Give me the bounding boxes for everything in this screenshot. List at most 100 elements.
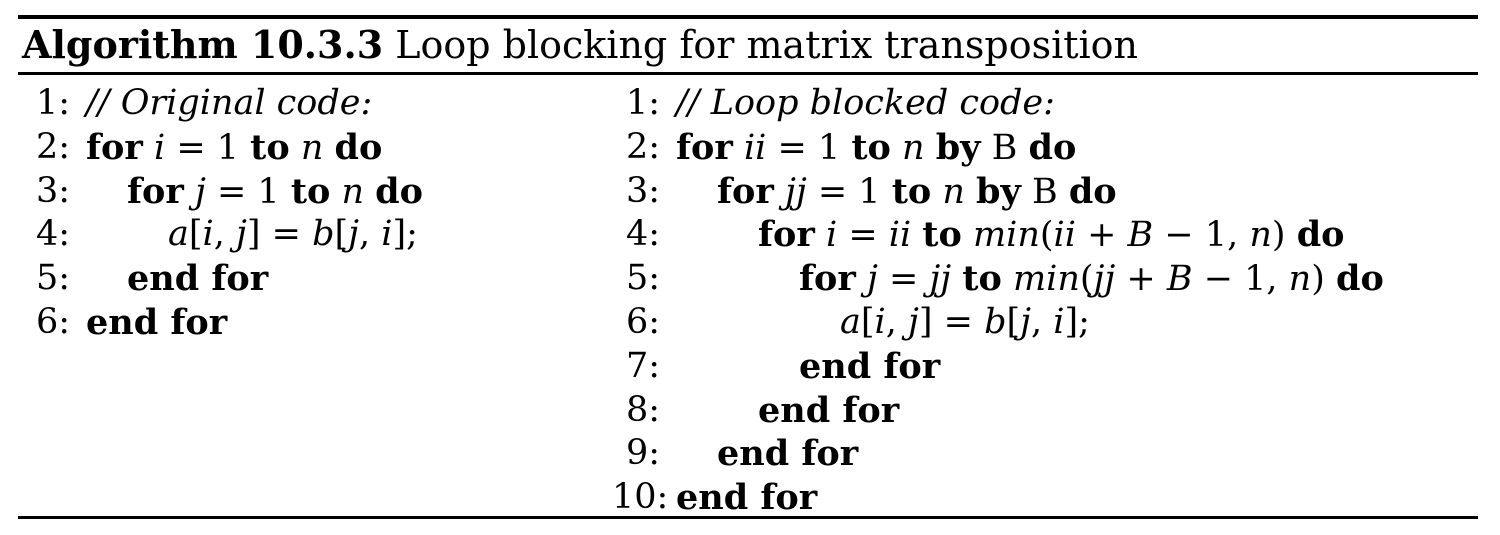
code-text: − 1, bbox=[1153, 215, 1250, 256]
code-text bbox=[143, 128, 154, 168]
math-symbol: j bbox=[194, 171, 206, 212]
line-code: end for bbox=[717, 432, 858, 477]
code-text: [ bbox=[334, 214, 349, 255]
keyword: end for bbox=[758, 389, 900, 431]
math-symbol: ii bbox=[743, 127, 767, 168]
keyword: do bbox=[1296, 214, 1345, 256]
math-symbol: min bbox=[972, 215, 1040, 256]
math-symbol: j bbox=[236, 214, 247, 255]
keyword: to bbox=[922, 214, 962, 256]
keyword: end for bbox=[676, 477, 818, 519]
code-text: , bbox=[359, 214, 382, 255]
code-text: ( bbox=[1079, 259, 1094, 300]
code-text: + bbox=[1075, 215, 1128, 256]
keyword: for bbox=[799, 258, 856, 300]
code-text: [ bbox=[188, 214, 203, 255]
line-number: 5: bbox=[35, 258, 70, 299]
keyword: end for bbox=[127, 258, 269, 300]
line-code: for i = 1 to n do bbox=[86, 126, 382, 171]
math-symbol: min bbox=[1012, 259, 1080, 300]
line-number: 2: bbox=[35, 126, 70, 167]
code-text: = bbox=[837, 215, 889, 256]
math-symbol: i bbox=[874, 301, 886, 342]
math-symbol: j bbox=[348, 214, 360, 255]
math-symbol: jj bbox=[929, 259, 952, 300]
keyword: do bbox=[334, 126, 383, 168]
line-number: 7: bbox=[625, 345, 660, 386]
math-symbol: a bbox=[168, 214, 189, 255]
math-symbol: n bbox=[341, 171, 365, 212]
code-text: B bbox=[980, 127, 1029, 168]
code-text: ( bbox=[1039, 215, 1054, 256]
math-symbol: j bbox=[866, 259, 878, 300]
code-text: = 1 bbox=[766, 127, 852, 168]
code-text bbox=[290, 128, 301, 168]
line-number: 10: bbox=[612, 477, 669, 518]
line-code: end for bbox=[676, 476, 817, 521]
line-number: 3: bbox=[35, 170, 70, 211]
code-text: ] = bbox=[918, 301, 985, 342]
line-code: for ii = 1 to n by B do bbox=[676, 126, 1076, 171]
line-number: 9: bbox=[625, 433, 660, 474]
line-number: 6: bbox=[35, 301, 70, 342]
keyword: do bbox=[375, 170, 423, 212]
code-text: ]; bbox=[392, 214, 418, 255]
math-symbol: i bbox=[1053, 301, 1065, 342]
math-symbol: n bbox=[1249, 215, 1272, 256]
line-code: a[i, j] = b[j, i]; bbox=[168, 213, 418, 257]
keyword: for bbox=[127, 170, 184, 212]
keyword: to bbox=[851, 126, 891, 168]
keyword: for bbox=[758, 214, 815, 256]
code-text: ) bbox=[1311, 259, 1336, 300]
algorithm-title: Loop blocking for matrix transposition bbox=[395, 23, 1138, 67]
keyword: by bbox=[935, 126, 981, 168]
keyword: by bbox=[976, 170, 1021, 212]
code-text bbox=[733, 128, 744, 168]
line-code: end for bbox=[758, 389, 899, 434]
keyword: for bbox=[676, 126, 733, 168]
code-text: [ bbox=[1006, 301, 1021, 342]
code-text bbox=[951, 259, 962, 299]
algorithm-label: Algorithm 10.3.3 bbox=[22, 22, 384, 67]
line-number: 8: bbox=[625, 389, 660, 430]
line-code: // Loop blocked code: bbox=[676, 82, 1055, 126]
keyword: for bbox=[717, 170, 774, 212]
line-code: for jj = 1 to n by B do bbox=[717, 170, 1117, 215]
math-symbol: b bbox=[312, 214, 335, 255]
code-text: = 1 bbox=[165, 127, 251, 168]
code-text: B bbox=[1020, 171, 1069, 212]
line-code: a[i, j] = b[j, i]; bbox=[840, 301, 1090, 345]
math-symbol: j bbox=[1020, 301, 1032, 342]
keyword: to bbox=[891, 170, 932, 212]
algorithm-caption: Algorithm 10.3.3 Loop blocking for matri… bbox=[22, 20, 1138, 70]
line-code: for j = 1 to n do bbox=[127, 170, 423, 215]
code-text bbox=[815, 215, 826, 255]
math-symbol: b bbox=[984, 301, 1007, 342]
code-text bbox=[184, 172, 195, 212]
line-number: 1: bbox=[35, 83, 70, 123]
keyword: do bbox=[1068, 170, 1117, 212]
line-code: // Original code: bbox=[86, 82, 372, 126]
keyword: end for bbox=[799, 345, 941, 387]
code-text: ]; bbox=[1064, 301, 1090, 342]
caption-rule bbox=[18, 72, 1478, 75]
math-symbol: n bbox=[300, 127, 324, 168]
code-text bbox=[911, 215, 922, 255]
keyword: do bbox=[1336, 258, 1384, 300]
code-text bbox=[364, 172, 375, 212]
code-text bbox=[891, 128, 902, 168]
keyword: to bbox=[962, 258, 1002, 300]
line-code: for j = jj to min(jj + B − 1, n) do bbox=[799, 257, 1384, 302]
code-text bbox=[931, 172, 942, 212]
line-number: 4: bbox=[35, 214, 70, 255]
line-number: 3: bbox=[625, 170, 660, 211]
keyword: to bbox=[290, 170, 331, 212]
math-symbol: i bbox=[153, 127, 166, 168]
code-text: , bbox=[213, 214, 236, 255]
code-text: = 1 bbox=[205, 171, 291, 212]
keyword: for bbox=[86, 126, 143, 168]
code-text: = 1 bbox=[806, 171, 892, 212]
math-symbol: B bbox=[1127, 215, 1154, 256]
math-symbol: ii bbox=[1053, 215, 1076, 256]
math-symbol: i bbox=[825, 215, 838, 256]
